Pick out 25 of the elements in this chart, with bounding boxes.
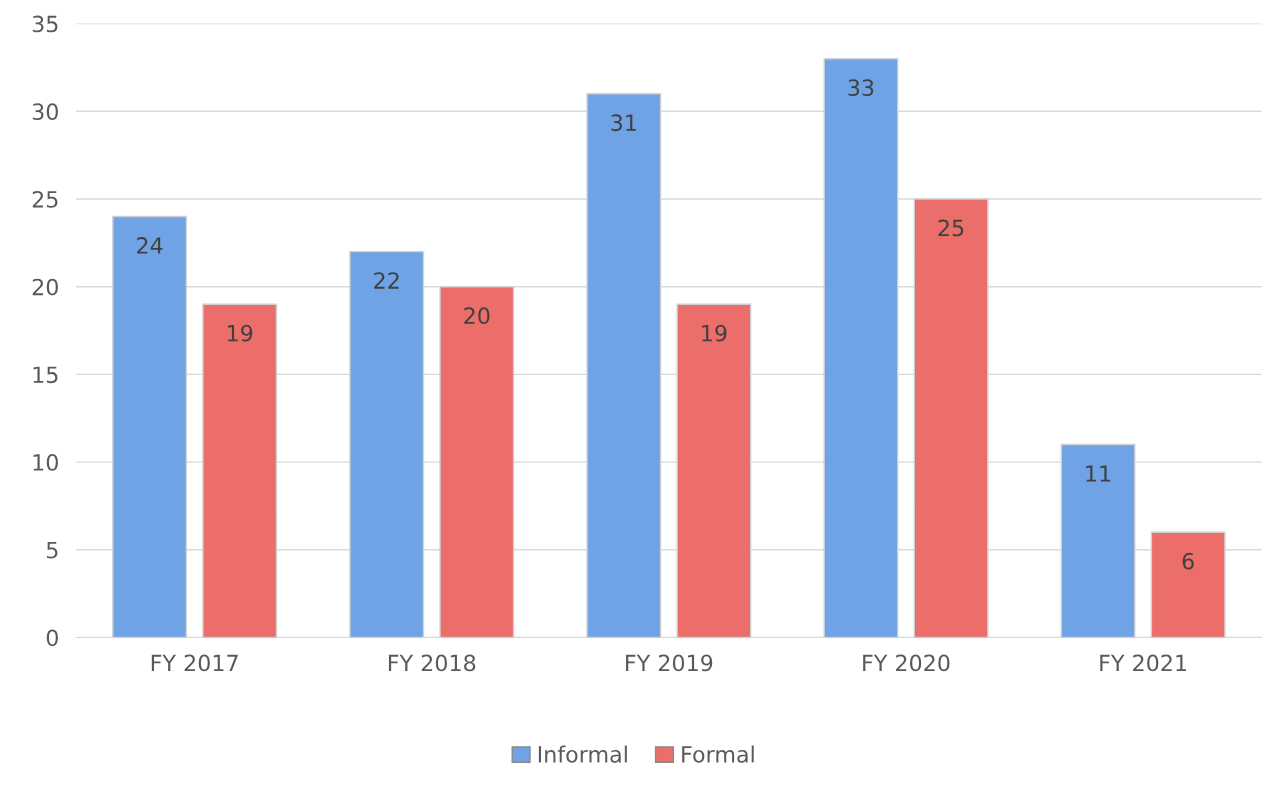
- data-label: 25: [938, 219, 964, 237]
- data-label: 31: [611, 114, 636, 132]
- x-tick-label: FY 2021: [1100, 654, 1187, 672]
- data-label: 20: [464, 307, 490, 325]
- data-label: 24: [137, 237, 163, 254]
- data-label: 33: [848, 79, 874, 97]
- y-tick-label: 35: [32, 15, 58, 33]
- data-label: 22: [374, 272, 399, 289]
- legend-label: Informal: [538, 745, 627, 763]
- x-tick-label: FY 2020: [863, 654, 950, 672]
- y-tick-label: 30: [32, 103, 58, 121]
- x-tick-label: FY 2018: [388, 654, 476, 672]
- y-tick-label: 20: [32, 278, 58, 296]
- data-label: 19: [702, 324, 727, 342]
- data-label: 19: [227, 324, 253, 342]
- y-tick-label: 0: [46, 629, 58, 647]
- legend-label: Formal: [682, 745, 754, 763]
- y-tick-label: 15: [33, 366, 58, 384]
- y-tick-label: 10: [33, 454, 58, 471]
- data-label: 11: [1086, 465, 1111, 482]
- data-label: 6: [1182, 552, 1194, 570]
- x-tick-label: FY 2017: [151, 654, 238, 672]
- y-tick-label: 25: [32, 190, 58, 208]
- y-tick-label: 5: [46, 542, 58, 559]
- x-tick-label: FY 2019: [626, 654, 713, 672]
